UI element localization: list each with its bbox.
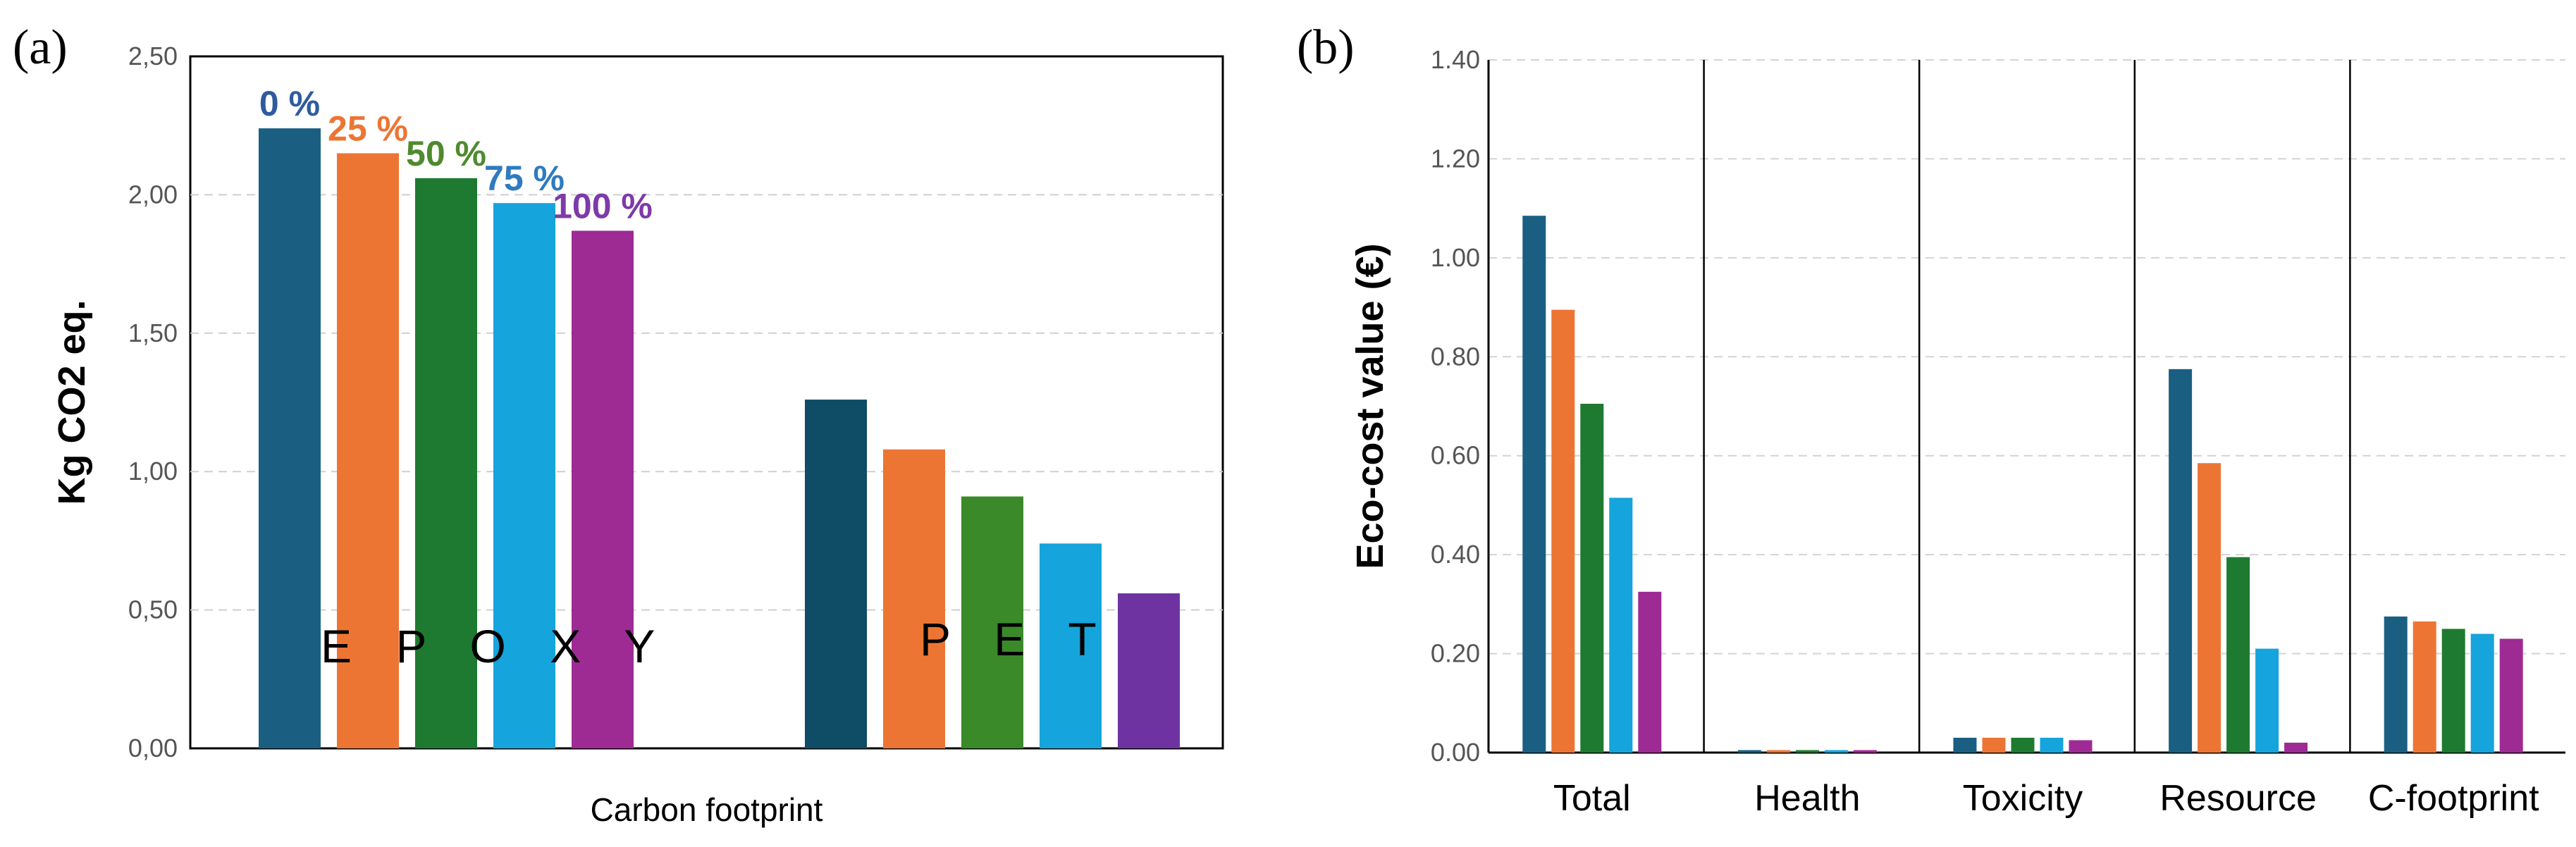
bar-health-1 bbox=[1766, 750, 1790, 753]
y-tick-label: 0.20 bbox=[1431, 639, 1480, 668]
bar-pet-4 bbox=[1118, 593, 1180, 748]
series-label: 0 % bbox=[259, 84, 320, 123]
bar-resource-1 bbox=[2198, 463, 2221, 753]
bar-pet-2 bbox=[961, 496, 1023, 748]
bar-toxicity-4 bbox=[2069, 740, 2093, 753]
x-tick-label: Toxicity bbox=[1963, 778, 2083, 819]
bar-total-0 bbox=[1522, 216, 1546, 753]
bar-c-footprint-0 bbox=[2384, 616, 2408, 753]
bar-c-footprint-4 bbox=[2499, 638, 2523, 753]
series-label: 100 % bbox=[553, 186, 653, 225]
series-label: 25 % bbox=[328, 109, 408, 148]
bar-c-footprint-1 bbox=[2412, 621, 2436, 753]
chart-a: 0,00 0,50 1,00 1,50 2,00 2,50 Kg CO2 eq. Carbon… bbox=[51, 42, 1224, 828]
bar-toxicity-2 bbox=[2011, 737, 2035, 753]
bar-pet-3 bbox=[1040, 543, 1102, 748]
y-tick-label: 1,00 bbox=[128, 457, 178, 486]
bar-total-4 bbox=[1638, 591, 1662, 753]
y-axis-label: Eco-cost value (€) bbox=[1349, 243, 1391, 569]
y-tick-label: 1.20 bbox=[1431, 144, 1480, 173]
bar-epoxy-4 bbox=[572, 230, 634, 748]
bar-epoxy-3 bbox=[493, 203, 555, 749]
x-tick-label: Health bbox=[1754, 778, 1860, 819]
bar-pet-0 bbox=[805, 400, 867, 748]
series-label: 50 % bbox=[406, 134, 486, 173]
y-tick-label: 0.00 bbox=[1431, 738, 1480, 767]
bar-health-3 bbox=[1824, 750, 1848, 753]
bar-total-3 bbox=[1609, 497, 1633, 753]
bar-health-2 bbox=[1795, 750, 1819, 753]
plot-area-frame bbox=[189, 55, 1224, 750]
chart-b: 0.00 0.20 0.40 0.60 0.80 1.00 1.20 1.40 Eco-cost… bbox=[1349, 45, 2565, 819]
y-tick-label: 1.40 bbox=[1431, 45, 1480, 74]
bar-epoxy-1 bbox=[337, 153, 399, 749]
bar-resource-4 bbox=[2284, 742, 2308, 753]
bar-pet-1 bbox=[883, 449, 945, 748]
series-label: 75 % bbox=[484, 159, 565, 198]
y-tick-label: 2,50 bbox=[128, 42, 178, 70]
y-tick-label: 0.40 bbox=[1431, 540, 1480, 569]
bar-health-0 bbox=[1737, 750, 1761, 753]
bar-c-footprint-3 bbox=[2470, 633, 2494, 753]
bar-total-2 bbox=[1580, 403, 1604, 753]
y-tick-label: 1,50 bbox=[128, 319, 178, 347]
y-tick-label: 0.80 bbox=[1431, 342, 1480, 371]
bar-epoxy-2 bbox=[415, 178, 477, 748]
x-axis-label: Carbon footprint bbox=[591, 791, 823, 828]
panel-b-label: (b) bbox=[1297, 20, 1355, 75]
y-tick-label: 0,00 bbox=[128, 734, 178, 762]
bar-toxicity-1 bbox=[1982, 737, 2006, 753]
bar-health-4 bbox=[1853, 750, 1877, 753]
bar-resource-0 bbox=[2169, 369, 2193, 753]
panel-a-label: (a) bbox=[13, 20, 68, 75]
y-tick-label: 0,50 bbox=[128, 595, 178, 624]
y-tick-label: 1.00 bbox=[1431, 243, 1480, 272]
y-tick-label: 2,00 bbox=[128, 180, 178, 209]
category-label-pet: P E T bbox=[920, 613, 1112, 665]
y-tick-label: 0.60 bbox=[1431, 441, 1480, 470]
bar-total-1 bbox=[1551, 309, 1575, 753]
x-tick-label: Total bbox=[1553, 778, 1631, 819]
x-tick-label: C-footprint bbox=[2368, 778, 2539, 819]
bar-c-footprint-2 bbox=[2441, 629, 2465, 753]
x-tick-label: Resource bbox=[2159, 778, 2317, 819]
bar-resource-3 bbox=[2255, 648, 2279, 753]
bar-resource-2 bbox=[2226, 557, 2250, 753]
category-label-epoxy: E P O X Y bbox=[321, 620, 670, 672]
bar-toxicity-0 bbox=[1953, 737, 1977, 753]
y-axis-label: Kg CO2 eq. bbox=[51, 299, 93, 505]
bar-epoxy-0 bbox=[259, 128, 321, 749]
bar-toxicity-3 bbox=[2040, 737, 2064, 753]
